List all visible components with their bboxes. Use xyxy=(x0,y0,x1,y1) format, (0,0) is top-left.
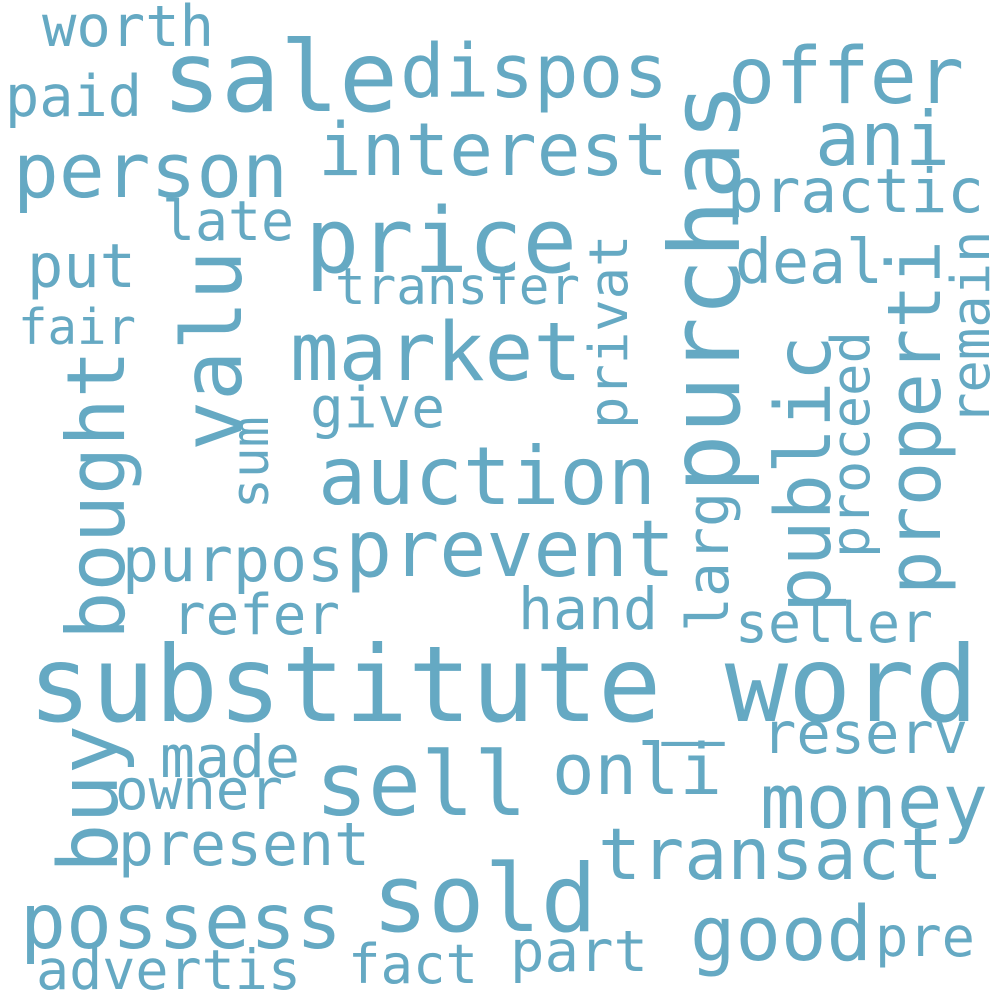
word-privat: privat xyxy=(577,234,641,429)
word-price: price xyxy=(305,189,578,295)
word-sum: sum xyxy=(221,415,282,509)
word-put: put xyxy=(27,232,136,303)
word-dispos: dispos xyxy=(400,28,668,115)
word-purpos: purpos xyxy=(122,525,344,597)
word-larg: larg xyxy=(673,492,742,632)
word-reserv: reserv xyxy=(762,701,969,768)
word-offer: offer xyxy=(728,30,965,122)
word-market: market xyxy=(290,305,582,400)
word-owner: owner xyxy=(115,757,284,823)
word-auction: auction xyxy=(318,430,657,524)
word-proceed: proceed xyxy=(819,331,883,558)
word-ani: ani xyxy=(815,95,951,183)
word-onli: onli xyxy=(552,727,723,811)
word-fair: fair xyxy=(18,299,136,356)
word-advertis: advertis xyxy=(36,937,301,1000)
word-fact: fact xyxy=(348,932,479,996)
word-present: present xyxy=(118,811,370,881)
word-interest: interest xyxy=(318,108,669,193)
word-made: made xyxy=(160,723,300,792)
word-substitute-word: substitute_word xyxy=(28,623,979,747)
word-part: part xyxy=(510,918,648,986)
word-good: good xyxy=(690,890,872,979)
word-transfer: transfer xyxy=(335,256,580,316)
word-sold: sold xyxy=(372,845,598,955)
word-worth: worth xyxy=(42,0,215,61)
word-give: give xyxy=(310,376,445,442)
word-practic: practic xyxy=(727,155,985,227)
word-sale: sale xyxy=(162,20,399,135)
word-hand: hand xyxy=(518,575,658,644)
word-refer: refer xyxy=(172,583,341,649)
word-bought: bought xyxy=(48,349,143,640)
word-sell: sell xyxy=(315,732,528,836)
word-paid: paid xyxy=(5,63,143,130)
word-prevent: prevent xyxy=(345,503,675,595)
word-seller: seller xyxy=(735,590,934,655)
word-person: person xyxy=(13,125,288,215)
word-remain: remain xyxy=(939,230,1000,425)
word-late: late xyxy=(162,188,295,253)
word-transact: transact xyxy=(598,813,943,897)
word-deal: deal xyxy=(735,227,883,299)
word-possess: possess xyxy=(20,877,342,967)
word-pre: pre xyxy=(875,906,975,971)
word-money: money xyxy=(760,757,989,846)
